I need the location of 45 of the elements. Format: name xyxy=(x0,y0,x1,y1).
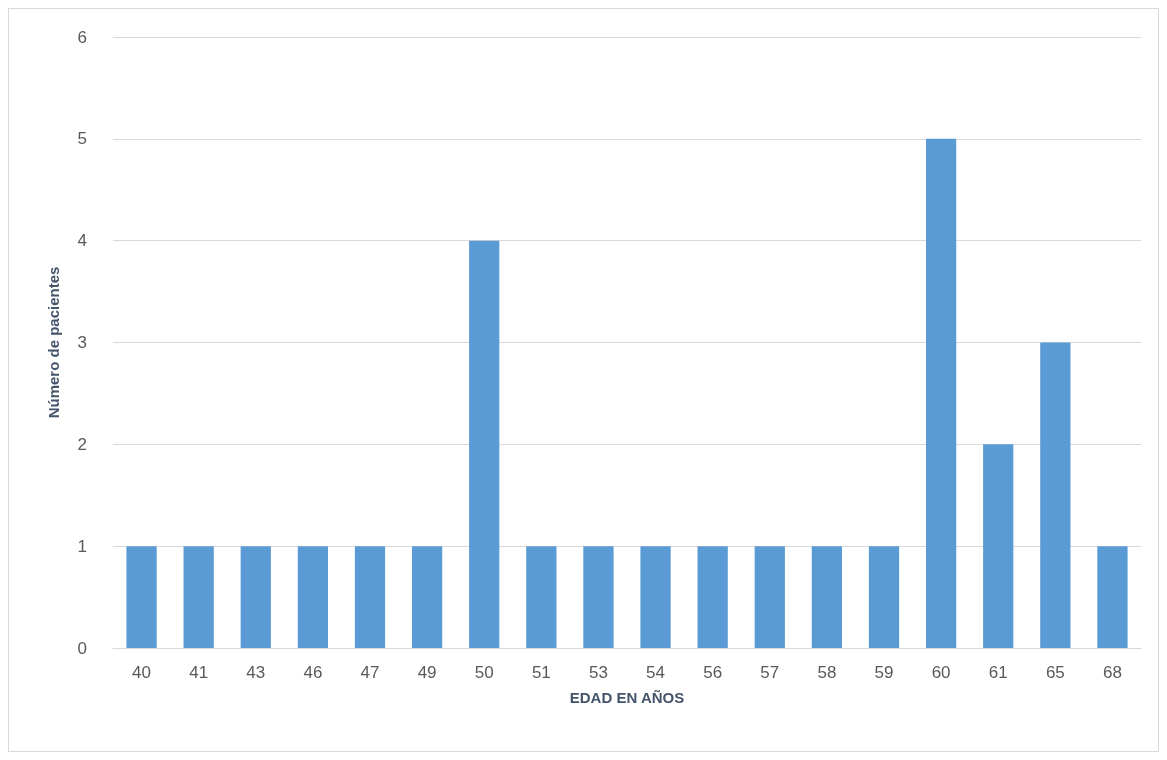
bar xyxy=(697,546,728,648)
x-tick-label: 58 xyxy=(817,663,837,682)
bar xyxy=(811,546,843,648)
x-tick-label: 41 xyxy=(189,663,209,682)
x-tick-label: 60 xyxy=(931,663,951,682)
bar xyxy=(868,546,900,648)
y-tick-label: 6 xyxy=(77,27,87,47)
bar xyxy=(240,546,271,648)
x-tick-label: 46 xyxy=(303,663,323,682)
bar xyxy=(1040,342,1071,648)
x-tick-label: 56 xyxy=(703,663,723,682)
y-tick-label: 1 xyxy=(77,536,87,556)
x-tick-label: 51 xyxy=(531,663,551,682)
bar xyxy=(526,546,557,648)
x-tick-label: 49 xyxy=(417,663,437,682)
x-tick-label: 65 xyxy=(1045,663,1065,682)
y-tick-label: 2 xyxy=(77,434,87,454)
bar xyxy=(983,444,1014,648)
x-tick-label: 47 xyxy=(360,663,380,682)
bar xyxy=(469,240,500,648)
bar xyxy=(411,546,443,648)
bar xyxy=(640,546,671,648)
x-tick-label: 50 xyxy=(474,663,494,682)
x-tick-label: 43 xyxy=(246,663,266,682)
x-axis-title: EDAD EN AÑOS xyxy=(569,689,685,706)
bar xyxy=(754,546,785,648)
x-tick-label: 57 xyxy=(760,663,780,682)
x-tick-label: 61 xyxy=(988,663,1008,682)
x-tick-label: 68 xyxy=(1102,663,1122,682)
x-tick-label: 53 xyxy=(588,663,608,682)
x-tick-label: 59 xyxy=(874,663,894,682)
y-tick-label: 4 xyxy=(77,231,87,251)
y-tick-label: 5 xyxy=(77,129,87,149)
x-tick-label: 54 xyxy=(646,663,666,682)
x-tick-label: 40 xyxy=(132,663,152,682)
y-tick-label: 0 xyxy=(77,638,87,658)
bar xyxy=(354,546,386,648)
bar xyxy=(126,546,157,648)
bar xyxy=(297,546,329,648)
y-tick-label: 3 xyxy=(77,333,87,352)
y-axis-title: Número de pacientes xyxy=(45,266,62,419)
bar xyxy=(583,546,614,648)
bar xyxy=(183,546,214,648)
bar xyxy=(925,138,957,648)
bar xyxy=(1097,546,1128,648)
